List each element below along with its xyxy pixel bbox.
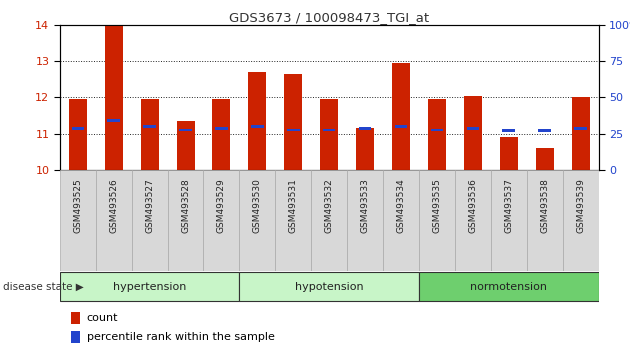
Text: GSM493535: GSM493535: [432, 178, 442, 233]
FancyBboxPatch shape: [239, 273, 419, 301]
FancyBboxPatch shape: [383, 170, 419, 271]
Text: percentile rank within the sample: percentile rank within the sample: [87, 332, 275, 342]
Bar: [215, 127, 227, 130]
FancyBboxPatch shape: [96, 170, 132, 271]
Bar: [140, 99, 159, 170]
Bar: [359, 127, 371, 130]
Text: GSM493529: GSM493529: [217, 178, 226, 233]
Text: GSM493536: GSM493536: [468, 178, 478, 233]
Text: GSM493525: GSM493525: [73, 178, 83, 233]
FancyBboxPatch shape: [239, 170, 275, 271]
Bar: [71, 312, 80, 324]
Bar: [72, 127, 84, 130]
Bar: [176, 121, 195, 170]
Bar: [575, 127, 587, 130]
FancyBboxPatch shape: [419, 273, 598, 301]
FancyBboxPatch shape: [419, 170, 455, 271]
FancyBboxPatch shape: [168, 170, 203, 271]
Text: count: count: [87, 313, 118, 323]
FancyBboxPatch shape: [455, 170, 491, 271]
Bar: [467, 127, 479, 130]
Bar: [464, 96, 482, 170]
Text: normotension: normotension: [470, 282, 547, 292]
Text: GSM493528: GSM493528: [181, 178, 190, 233]
Bar: [248, 72, 266, 170]
Text: GSM493526: GSM493526: [109, 178, 118, 233]
Title: GDS3673 / 100098473_TGI_at: GDS3673 / 100098473_TGI_at: [229, 11, 429, 24]
Text: GSM493537: GSM493537: [504, 178, 513, 233]
Bar: [69, 99, 87, 170]
Bar: [212, 99, 231, 170]
Bar: [431, 129, 443, 131]
Bar: [500, 137, 518, 170]
Bar: [180, 129, 192, 131]
Text: GSM493527: GSM493527: [145, 178, 154, 233]
FancyBboxPatch shape: [203, 170, 239, 271]
Bar: [320, 99, 338, 170]
Text: GSM493534: GSM493534: [396, 178, 406, 233]
FancyBboxPatch shape: [527, 170, 563, 271]
Bar: [395, 125, 407, 128]
FancyBboxPatch shape: [275, 170, 311, 271]
FancyBboxPatch shape: [132, 170, 168, 271]
Bar: [356, 128, 374, 170]
Bar: [536, 148, 554, 170]
FancyBboxPatch shape: [563, 170, 598, 271]
FancyBboxPatch shape: [60, 170, 96, 271]
FancyBboxPatch shape: [491, 170, 527, 271]
Text: disease state ▶: disease state ▶: [3, 282, 84, 292]
Bar: [392, 63, 410, 170]
Text: GSM493539: GSM493539: [576, 178, 585, 233]
FancyBboxPatch shape: [311, 170, 347, 271]
Bar: [284, 74, 302, 170]
Bar: [323, 129, 335, 131]
Bar: [571, 97, 590, 170]
Text: GSM493538: GSM493538: [540, 178, 549, 233]
Bar: [144, 125, 156, 128]
Bar: [105, 25, 123, 170]
Text: GSM493532: GSM493532: [324, 178, 334, 233]
Bar: [503, 129, 515, 132]
Bar: [428, 99, 446, 170]
Bar: [251, 125, 263, 128]
Bar: [71, 331, 80, 343]
Text: GSM493531: GSM493531: [289, 178, 298, 233]
FancyBboxPatch shape: [347, 170, 383, 271]
Bar: [108, 120, 120, 122]
Text: GSM493530: GSM493530: [253, 178, 262, 233]
Bar: [287, 129, 299, 131]
FancyBboxPatch shape: [60, 273, 239, 301]
Bar: [539, 129, 551, 132]
Text: hypotension: hypotension: [295, 282, 364, 292]
Text: hypertension: hypertension: [113, 282, 186, 292]
Text: GSM493533: GSM493533: [360, 178, 370, 233]
